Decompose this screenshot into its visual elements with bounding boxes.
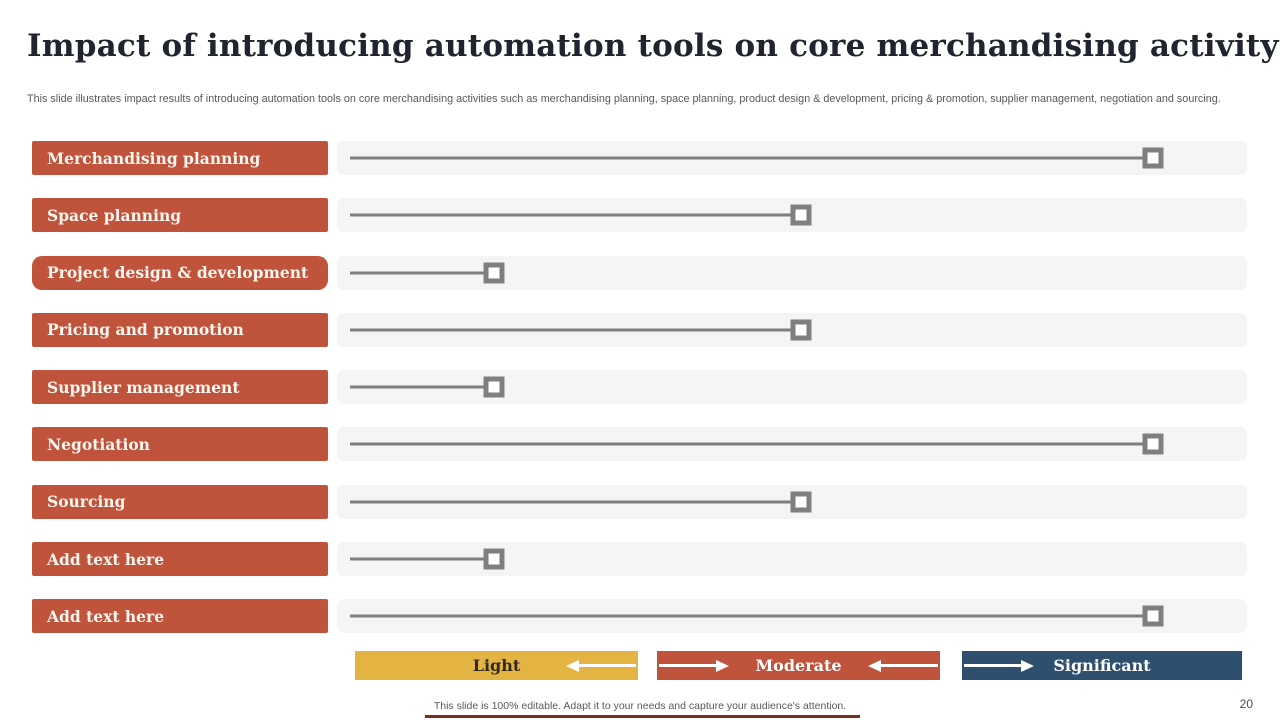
slider-handle[interactable] [1142, 433, 1164, 455]
activity-label[interactable]: Space planning [32, 198, 328, 233]
activity-label-text: Merchandising planning [47, 148, 261, 168]
arrow-left-icon [868, 659, 938, 672]
page-number: 20 [1239, 697, 1253, 711]
activity-label-text: Add text here [47, 606, 165, 626]
legend-moderate[interactable]: Moderate [657, 651, 940, 680]
activity-row: Merchandising planning [32, 141, 1247, 175]
impact-slider[interactable] [337, 312, 1247, 347]
activity-label-text: Pricing and promotion [47, 320, 244, 340]
slider-handle[interactable] [790, 204, 812, 226]
activity-label[interactable]: Supplier management [32, 370, 328, 405]
activity-label[interactable]: Add text here [32, 599, 328, 634]
activity-label[interactable]: Add text here [32, 542, 328, 577]
arrow-left-icon [566, 659, 636, 672]
legend-light[interactable]: Light [355, 651, 638, 680]
slide-footer: This slide is 100% editable. Adapt it to… [433, 700, 847, 712]
impact-slider[interactable] [337, 141, 1247, 175]
slider-handle[interactable] [790, 319, 812, 341]
impact-slider[interactable] [337, 542, 1247, 577]
page-title: Impact of introducing automation tools o… [27, 28, 1279, 64]
footer-divider [425, 715, 860, 718]
legend-light-label: Light [472, 656, 521, 675]
activity-label-text: Supplier management [47, 377, 240, 397]
slider-track-line [350, 328, 802, 332]
slider-track-line [350, 500, 802, 504]
slider-handle[interactable] [790, 491, 812, 513]
activity-row: Sourcing [32, 484, 1247, 519]
activity-label-text: Space planning [47, 205, 182, 225]
activity-label-text: Negotiation [47, 434, 150, 454]
slider-track-line [350, 614, 1154, 618]
activity-row: Add text here [32, 542, 1247, 577]
impact-slider[interactable] [337, 484, 1247, 519]
activity-label[interactable]: Sourcing [32, 484, 328, 519]
impact-slider[interactable] [337, 255, 1247, 290]
legend-significant-label: Significant [1053, 656, 1151, 675]
slider-handle[interactable] [1142, 605, 1164, 627]
activity-label[interactable]: Negotiation [32, 427, 328, 462]
slider-track-line [350, 557, 494, 561]
slider-track-line [350, 156, 1154, 160]
arrow-right-icon [659, 659, 729, 672]
slider-track-line [350, 385, 494, 389]
impact-slider[interactable] [337, 198, 1247, 233]
slider-handle[interactable] [483, 548, 505, 570]
legend-significant[interactable]: Significant [962, 651, 1242, 680]
slider-track-line [350, 271, 494, 275]
slider-handle[interactable] [1142, 147, 1164, 169]
activity-row: Supplier management [32, 370, 1247, 405]
slider-handle[interactable] [483, 376, 505, 398]
slider-track-line [350, 442, 1154, 446]
activity-row: Space planning [32, 198, 1247, 233]
slider-handle[interactable] [483, 262, 505, 284]
activity-label-text: Add text here [47, 549, 165, 569]
impact-legend: Light Moderate Significant [355, 651, 1242, 680]
impact-slider[interactable] [337, 599, 1247, 634]
activity-row: Project design & development [32, 255, 1247, 290]
activity-row: Add text here [32, 599, 1247, 634]
arrow-right-icon [964, 659, 1034, 672]
activity-row: Pricing and promotion [32, 312, 1247, 347]
activity-label-text: Sourcing [47, 492, 126, 512]
activity-label[interactable]: Pricing and promotion [32, 312, 328, 347]
legend-moderate-label: Moderate [755, 656, 842, 675]
impact-slider[interactable] [337, 427, 1247, 462]
activity-label-text: Project design & development [47, 263, 309, 283]
activity-label[interactable]: Merchandising planning [32, 141, 328, 175]
activity-label[interactable]: Project design & development [32, 255, 328, 290]
activity-rows: Merchandising planning Space planning Pr… [32, 141, 1247, 634]
activity-row: Negotiation [32, 427, 1247, 462]
slider-track-line [350, 213, 802, 217]
impact-slider[interactable] [337, 370, 1247, 405]
slide-subtitle: This slide illustrates impact results of… [27, 93, 1221, 105]
